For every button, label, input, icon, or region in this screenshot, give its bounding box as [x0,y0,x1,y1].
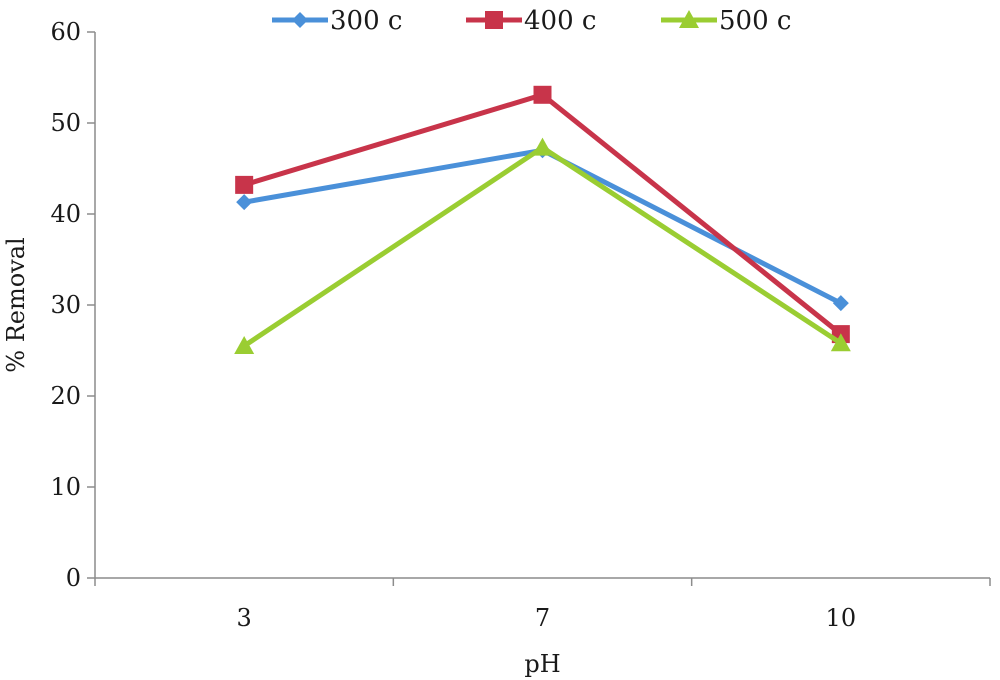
legend-label: 500 c [719,6,791,36]
x-tick-label: 3 [237,604,252,632]
data-point [832,295,849,312]
axes: 0 10 20 30 40 50 60 3 7 10 [50,18,991,632]
data-point [532,137,553,156]
legend-label: 400 c [524,6,596,36]
y-tick-label: 40 [50,200,81,228]
series-500-c [234,137,851,354]
data-point [235,175,254,194]
y-tick-label: 50 [50,109,81,137]
y-tick-label: 60 [50,18,81,46]
legend-swatch-marker [485,11,503,29]
x-tick-label: 10 [826,604,857,632]
data-point [234,335,255,354]
legend-swatch-marker [292,12,308,28]
series-line [241,92,844,337]
legend-item: 400 c [466,6,596,36]
plot-area [234,85,851,354]
data-point [236,194,253,211]
x-tick-label: 7 [535,604,550,632]
data-point [533,85,552,104]
series-line [241,145,844,349]
y-axis-title: % Removal [2,237,30,372]
y-tick-label: 30 [50,291,81,319]
series-line [241,147,844,306]
legend: 300 c 400 c 500 c [272,6,791,36]
series-400-c [235,85,850,344]
legend-item: 500 c [661,6,791,36]
y-tick-label: 10 [50,473,81,501]
x-axis-title: pH [524,650,560,678]
y-tick-label: 20 [50,382,81,410]
legend-item: 300 c [272,6,402,36]
legend-label: 300 c [330,6,402,36]
legend-swatch-marker [679,10,699,28]
y-tick-label: 0 [66,564,81,592]
data-point [830,333,851,352]
